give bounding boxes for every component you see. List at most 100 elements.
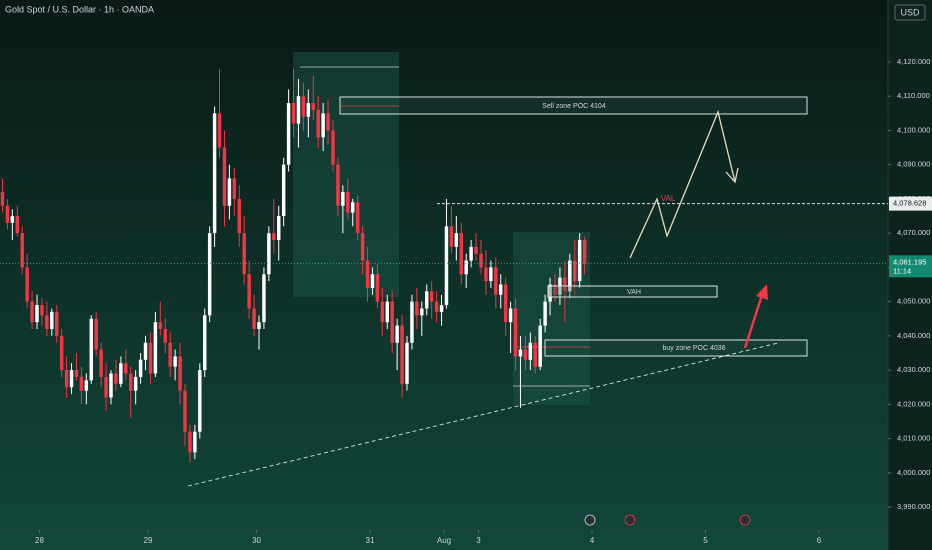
candle-body: [119, 363, 123, 384]
candle-body: [138, 359, 143, 377]
candle-body: [217, 113, 222, 148]
candle-body: [336, 164, 340, 206]
y-tick-label: 4,010.000: [897, 434, 930, 443]
event-icon[interactable]: [739, 514, 751, 526]
candle-body: [326, 113, 330, 131]
candle-body: [59, 335, 64, 371]
candle-body: [360, 233, 365, 261]
x-tick-label: 6: [817, 536, 822, 545]
candle-body: [163, 329, 167, 343]
y-tick-label: 4,020.000: [897, 399, 930, 408]
currency-box: [894, 4, 926, 21]
candle-body: [503, 284, 508, 323]
annotation: buy zone POC 4036: [662, 345, 725, 352]
candle-body: [193, 431, 197, 453]
candle-body: [449, 226, 454, 247]
candle-body: [188, 431, 192, 453]
candle-body: [153, 322, 158, 374]
candle-body: [183, 390, 187, 432]
candle-body: [341, 192, 345, 206]
candle-body: [425, 291, 429, 309]
candle-body: [444, 226, 449, 306]
candle-body: [267, 233, 271, 275]
candle-body: [15, 216, 19, 234]
candle-body: [109, 373, 113, 398]
chart-title: Gold Spot / U.S. Dollar · 1h · OANDA: [5, 4, 154, 14]
y-tick-label: 4,050.000: [897, 297, 930, 306]
currency: USD: [900, 7, 920, 17]
candle-body: [50, 311, 54, 330]
candle-body: [484, 267, 488, 282]
candle-body: [400, 325, 404, 384]
candle-body: [296, 96, 301, 124]
candle-body: [434, 301, 439, 312]
candle-body: [533, 342, 537, 367]
candle-body: [148, 342, 153, 374]
candle-body: [133, 376, 138, 391]
candle-body: [375, 274, 380, 302]
up-arrow: [743, 294, 764, 349]
candle-body: [232, 178, 237, 199]
candle-body: [252, 308, 256, 330]
candle-body: [479, 253, 483, 268]
candle-body: [286, 103, 291, 165]
candle-body: [262, 274, 266, 323]
candle-body: [277, 216, 281, 241]
candle-body: [30, 301, 34, 323]
vah-box: [547, 285, 718, 298]
current-price-box: [889, 255, 932, 278]
x-tick-label: 28: [35, 536, 44, 545]
trend-line: [187, 342, 779, 487]
candle-body: [99, 349, 103, 377]
candle-body: [573, 260, 577, 282]
y-tick-label: 4,070.000: [897, 228, 930, 237]
annotation: Sell zone POC 4104: [542, 103, 606, 110]
candle-body: [74, 370, 79, 377]
candle-body: [94, 318, 98, 350]
candle-body: [316, 109, 320, 138]
candle-body: [508, 308, 513, 323]
profile-zone: [513, 232, 590, 405]
candle-body: [513, 308, 518, 357]
y-tick-label: 4,110.000: [897, 91, 930, 100]
candle-body: [203, 315, 207, 371]
candle-body: [173, 356, 177, 367]
candle-body: [124, 363, 128, 374]
candle-body: [198, 370, 202, 432]
candle-body: [306, 103, 311, 117]
candle-body: [114, 373, 118, 384]
candle-body: [25, 267, 29, 302]
y-tick-label: 4,030.000: [897, 365, 930, 374]
candle-body: [291, 103, 296, 124]
candle-body: [129, 373, 133, 391]
event-icon[interactable]: [624, 514, 636, 526]
x-tick-label: 3: [476, 536, 481, 545]
candle-body: [40, 305, 44, 316]
candle-body: [469, 246, 473, 261]
candle-body: [257, 322, 261, 330]
candle-body: [331, 130, 335, 165]
candle-body: [582, 240, 587, 264]
candle-body: [459, 233, 463, 275]
countdown-label: 11:14: [893, 266, 911, 275]
candle-body: [380, 301, 385, 323]
x-tick-label: 31: [366, 536, 375, 545]
x-tick-label: 29: [144, 536, 153, 545]
candle-body: [385, 301, 389, 323]
candle-body: [355, 202, 360, 234]
event-icon[interactable]: [584, 514, 596, 526]
candle-body: [415, 301, 419, 316]
annotation: VAH: [627, 289, 641, 296]
sell-zone-box: [339, 96, 808, 115]
candle-body: [20, 233, 24, 268]
candle-body: [548, 284, 552, 302]
candle-body: [212, 113, 217, 234]
candle-body: [222, 147, 227, 206]
candle-body: [247, 274, 251, 309]
candle-body: [207, 233, 212, 316]
projection-path: [629, 109, 736, 259]
candle-body: [69, 370, 74, 388]
candle-body: [301, 96, 306, 117]
candle-body: [365, 260, 370, 288]
